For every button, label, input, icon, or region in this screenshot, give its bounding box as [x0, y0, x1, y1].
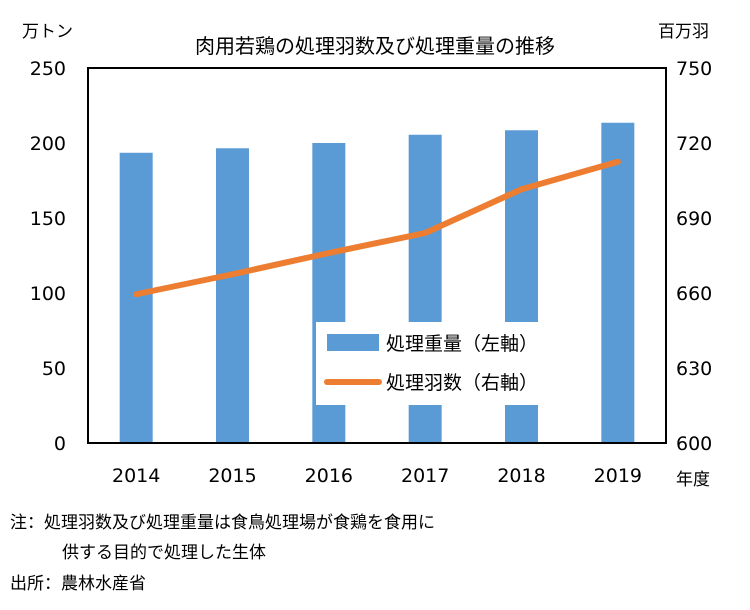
x-tick-label: 2017: [401, 465, 449, 487]
bar-2015: [216, 148, 249, 443]
y-right-tick-label: 750: [676, 58, 712, 80]
note-line-2: 供する目的で処理した生体: [62, 543, 266, 563]
y-left-tick-label: 100: [30, 283, 66, 305]
legend-label-bar: 処理重量（左軸）: [386, 333, 538, 355]
chart: 肉用若鶏の処理羽数及び処理重量の推移 万トン 百万羽 年度 0 50 100 150 2…: [22, 22, 712, 490]
y-left-axis-unit: 万トン: [22, 22, 73, 42]
y-left-tick-label: 0: [54, 433, 66, 455]
x-axis-unit: 年度: [676, 470, 710, 490]
x-tick-label: 2015: [208, 465, 256, 487]
plot-area-frame: [87, 67, 667, 444]
y-left-tick-label: 200: [30, 133, 66, 155]
y-right-axis-unit: 百万羽: [658, 22, 709, 42]
y-right-tick-label: 630: [676, 358, 712, 380]
x-tick-label: 2014: [112, 465, 160, 487]
legend-swatch-bar: [327, 334, 379, 351]
x-tick-label: 2016: [305, 465, 353, 487]
y-right-tick-label: 600: [676, 433, 712, 455]
y-right-tick-label: 690: [676, 208, 712, 230]
y-left-tick-label: 50: [42, 358, 66, 380]
source-note: 出所：農林水産省: [10, 574, 146, 594]
bar-2014: [119, 152, 153, 443]
x-tick-label: 2018: [497, 465, 545, 487]
y-right-tick-label: 660: [676, 283, 712, 305]
y-left-tick-label: 250: [30, 58, 66, 80]
bar-2019: [601, 122, 635, 443]
y-left-tick-label: 150: [30, 208, 66, 230]
legend: 処理重量（左軸） 処理羽数（右軸）: [316, 322, 586, 405]
note-line-1: 注：処理羽数及び処理重量は食鳥処理場が食鶏を食用に: [10, 513, 435, 533]
legend-label-line: 処理羽数（右軸）: [386, 372, 538, 394]
y-right-tick-label: 720: [676, 133, 712, 155]
chart-title: 肉用若鶏の処理羽数及び処理重量の推移: [195, 34, 555, 58]
x-tick-label: 2019: [594, 465, 642, 487]
line-series-birds: [133, 158, 621, 298]
